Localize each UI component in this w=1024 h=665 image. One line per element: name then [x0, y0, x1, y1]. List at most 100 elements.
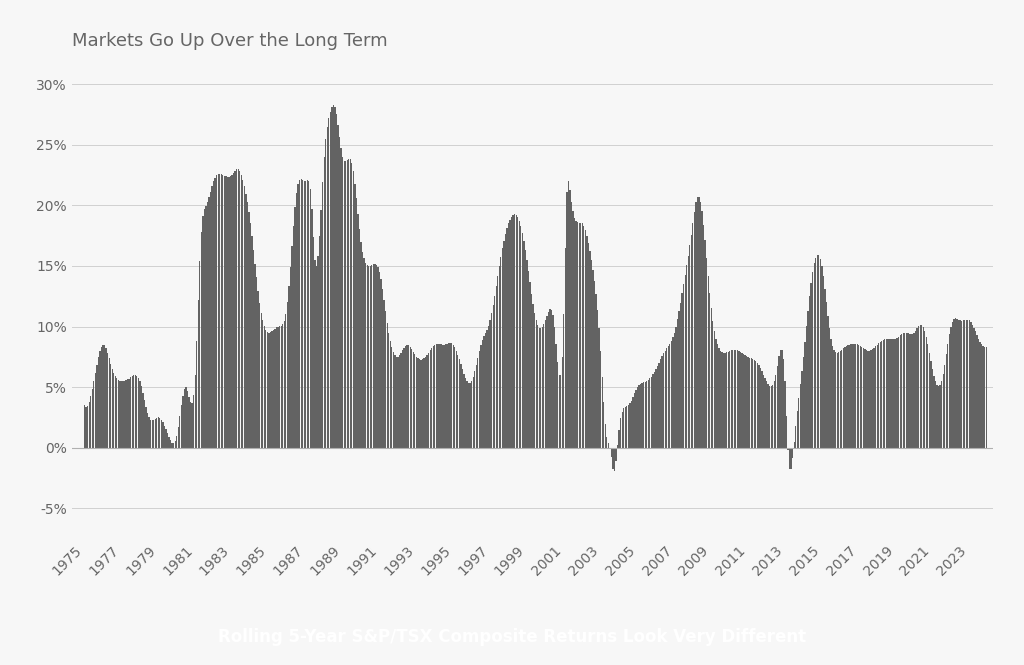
Text: Markets Go Up Over the Long Term: Markets Go Up Over the Long Term [72, 32, 387, 50]
Bar [818, 255, 819, 448]
Bar [110, 364, 112, 448]
Bar [210, 192, 211, 448]
Bar [889, 338, 890, 448]
Bar [739, 352, 741, 448]
Bar [567, 181, 569, 448]
Bar [910, 334, 911, 448]
Bar [367, 265, 368, 448]
Bar [744, 355, 745, 448]
Bar [486, 330, 487, 448]
Bar [124, 381, 125, 448]
Bar [555, 344, 557, 448]
Bar [779, 350, 781, 448]
Bar [623, 408, 625, 448]
Bar [942, 374, 944, 448]
Bar [469, 383, 471, 448]
Bar [325, 139, 327, 448]
Bar [781, 350, 782, 448]
Bar [953, 319, 954, 448]
Bar [970, 323, 972, 448]
Bar [348, 158, 349, 448]
Bar [431, 348, 432, 448]
Bar [895, 338, 896, 448]
Bar [610, 448, 612, 458]
Bar [281, 326, 282, 448]
Bar [380, 279, 382, 448]
Bar [792, 448, 794, 458]
Bar [414, 354, 416, 448]
Bar [864, 349, 865, 448]
Bar [518, 221, 520, 448]
Bar [549, 309, 551, 448]
Bar [844, 347, 846, 448]
Bar [979, 342, 981, 448]
Bar [96, 364, 97, 448]
Bar [294, 207, 296, 448]
Bar [626, 406, 628, 448]
Bar [331, 107, 333, 448]
Bar [853, 344, 855, 448]
Bar [539, 328, 540, 448]
Bar [855, 344, 856, 448]
Bar [764, 378, 766, 448]
Bar [352, 172, 354, 448]
Bar [497, 276, 499, 448]
Bar [870, 350, 871, 448]
Bar [134, 375, 136, 448]
Bar [226, 177, 228, 448]
Bar [546, 316, 548, 448]
Bar [532, 304, 534, 448]
Bar [975, 331, 976, 448]
Bar [671, 341, 672, 448]
Bar [632, 397, 634, 448]
Bar [342, 157, 343, 448]
Bar [926, 337, 927, 448]
Bar [177, 427, 179, 448]
Bar [257, 291, 259, 448]
Bar [604, 424, 606, 448]
Bar [389, 341, 391, 448]
Bar [477, 358, 478, 448]
Bar [512, 215, 514, 448]
Bar [597, 310, 598, 448]
Bar [646, 381, 647, 448]
Bar [354, 184, 355, 448]
Bar [153, 420, 155, 448]
Bar [606, 438, 607, 448]
Bar [432, 346, 434, 448]
Bar [125, 380, 127, 448]
Bar [815, 258, 816, 448]
Bar [589, 251, 591, 448]
Bar [693, 211, 695, 448]
Bar [275, 327, 278, 448]
Bar [419, 359, 420, 448]
Bar [837, 352, 838, 448]
Bar [663, 353, 665, 448]
Bar [849, 344, 850, 448]
Bar [877, 344, 878, 448]
Bar [324, 157, 325, 448]
Bar [916, 329, 918, 448]
Bar [985, 346, 987, 448]
Bar [284, 321, 285, 448]
Bar [954, 319, 956, 448]
Bar [629, 404, 631, 448]
Bar [176, 436, 177, 448]
Bar [520, 226, 521, 448]
Bar [892, 339, 893, 448]
Bar [222, 175, 223, 448]
Bar [475, 364, 477, 448]
Bar [358, 229, 360, 448]
Bar [460, 364, 462, 448]
Bar [534, 313, 536, 448]
Bar [225, 176, 226, 448]
Bar [529, 283, 530, 448]
Bar [451, 343, 453, 448]
Bar [139, 381, 140, 448]
Bar [145, 407, 146, 448]
Bar [85, 407, 87, 448]
Bar [150, 420, 152, 448]
Bar [303, 181, 305, 448]
Bar [884, 339, 886, 448]
Bar [508, 223, 509, 448]
